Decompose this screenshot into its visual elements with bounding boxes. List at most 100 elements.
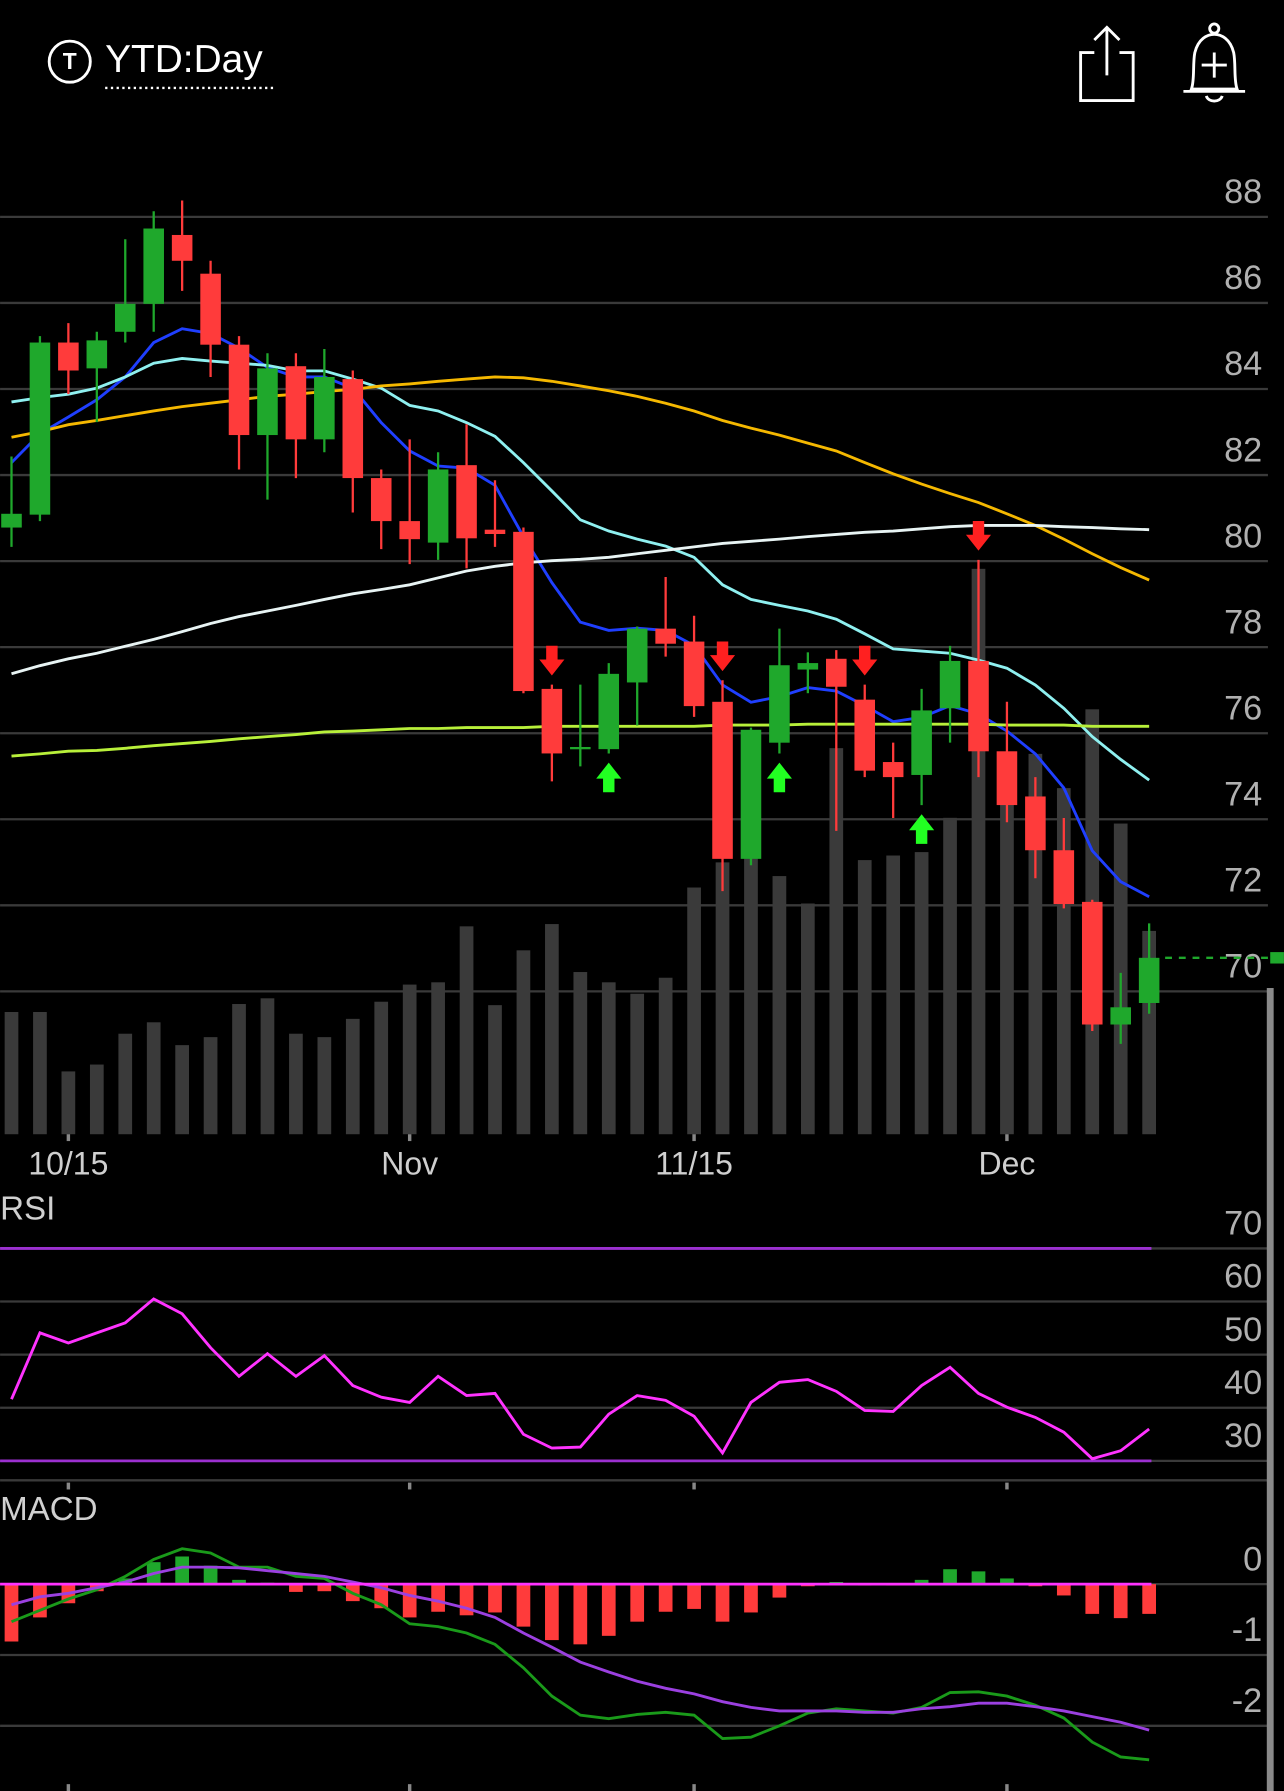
- y-tick-label: 82: [1224, 431, 1262, 469]
- volume-bar: [715, 862, 730, 1135]
- volume-bar: [516, 950, 531, 1135]
- buy-signal-arrow: [766, 762, 792, 793]
- candle-body: [1053, 850, 1075, 905]
- last-price-marker: [1270, 952, 1284, 964]
- macd-histogram-bar: [1056, 1584, 1071, 1596]
- ticker-icon-letter: T: [63, 48, 77, 74]
- volume-bar: [232, 1004, 246, 1135]
- macd-histogram-bar: [573, 1584, 588, 1645]
- y-tick-label: -2: [1232, 1682, 1262, 1720]
- x-tick-label: 10/15: [28, 1146, 108, 1182]
- moving-average-line: [11, 356, 1150, 782]
- volume-bar: [260, 998, 275, 1135]
- candle-body: [86, 340, 108, 369]
- candle-body: [114, 303, 136, 332]
- scrollbar: [1266, 988, 1274, 1791]
- macd-histogram-bar: [175, 1556, 189, 1585]
- volume-bar: [33, 1012, 47, 1135]
- candle-body: [939, 660, 961, 709]
- plot-area: 70 72 74 76 78 80 82 84 86 88 10/15 Nov 11/15 Dec RSI 3…: [0, 173, 1284, 1791]
- alert-button[interactable]: [1183, 22, 1246, 103]
- macd-histogram-bar: [914, 1579, 929, 1585]
- volume-bar: [203, 1037, 218, 1135]
- moving-average-line: [11, 375, 1150, 582]
- sell-signal-arrow: [539, 645, 565, 676]
- volume-bar: [886, 855, 901, 1135]
- x-tick-label: Nov: [381, 1146, 438, 1182]
- candle-body: [257, 368, 278, 436]
- volume-bar: [345, 1018, 360, 1135]
- candle-body: [342, 379, 364, 479]
- volume-bar: [545, 924, 559, 1135]
- volume-bar: [687, 887, 701, 1135]
- volume-bar: [601, 982, 616, 1135]
- x-tick-label: Dec: [979, 1146, 1036, 1182]
- candle-body: [1081, 901, 1103, 1025]
- volume-bar: [630, 993, 645, 1135]
- candle-body: [314, 376, 335, 440]
- macd-histogram-bar: [402, 1584, 417, 1618]
- macd-line: [11, 1565, 1150, 1732]
- volume-bar: [61, 1071, 76, 1135]
- volume-bar: [4, 1012, 19, 1135]
- timeframe-title[interactable]: YTD:Day: [105, 38, 263, 81]
- macd-histogram-bar: [630, 1584, 645, 1622]
- y-tick-label: 74: [1224, 775, 1262, 813]
- y-tick-label: 40: [1224, 1364, 1262, 1402]
- bell-plus: [1201, 52, 1227, 78]
- panel-title: RSI: [0, 1191, 55, 1228]
- candle-body: [882, 762, 904, 778]
- sell-signal-arrow: [965, 520, 992, 551]
- macd-histogram-bar: [488, 1584, 502, 1613]
- macd-histogram-bar: [232, 1579, 246, 1585]
- candle-body: [1110, 1007, 1131, 1025]
- volume-bar: [118, 1033, 133, 1135]
- candle-body: [456, 465, 477, 539]
- ticker-icon: [47, 39, 92, 84]
- volume-bar: [857, 860, 872, 1135]
- macd-histogram-bar: [715, 1584, 730, 1622]
- candle-body: [143, 228, 164, 304]
- share-box: [1079, 51, 1135, 102]
- y-tick-label: 84: [1224, 345, 1262, 383]
- macd-histogram-bar: [317, 1584, 332, 1592]
- share-arrow: [1093, 25, 1121, 76]
- y-tick-label: -1: [1232, 1611, 1262, 1649]
- volume-bar: [402, 984, 417, 1135]
- candle-body: [911, 710, 932, 775]
- macd-histogram-bar: [772, 1584, 787, 1598]
- y-tick-label: 76: [1224, 689, 1262, 727]
- y-tick-label: 86: [1224, 259, 1262, 297]
- candle-body: [427, 469, 449, 543]
- macd-histogram-bar: [1085, 1584, 1100, 1614]
- candle-body: [655, 628, 676, 644]
- candle-body: [826, 658, 847, 687]
- volume-bar: [800, 903, 815, 1135]
- y-tick-label: 30: [1224, 1417, 1262, 1455]
- sell-signal-arrow: [709, 641, 736, 672]
- macd-histogram-bar: [289, 1584, 303, 1592]
- macd-histogram-bar: [203, 1565, 218, 1585]
- candle-body: [968, 660, 989, 752]
- volume-bar: [829, 748, 844, 1135]
- candle-body: [996, 751, 1018, 806]
- volume-bar: [1000, 788, 1014, 1135]
- candle-body: [740, 729, 762, 859]
- candle-body: [1138, 957, 1160, 1003]
- candle-body: [171, 234, 193, 261]
- candle-body: [370, 478, 392, 522]
- y-tick-label: 70: [1224, 1205, 1262, 1243]
- candle-body: [484, 529, 506, 535]
- y-tick-label: 0: [1243, 1540, 1262, 1578]
- y-tick-label: 80: [1224, 517, 1262, 555]
- candle-body: [200, 273, 221, 345]
- share-button[interactable]: [1079, 25, 1135, 102]
- volume-bar: [488, 1005, 502, 1135]
- macd-histogram-bar: [545, 1584, 559, 1641]
- volume-bar: [573, 972, 588, 1135]
- volume-bar: [459, 926, 474, 1135]
- sell-signal-arrow: [852, 645, 878, 676]
- buy-signal-arrow: [596, 762, 622, 793]
